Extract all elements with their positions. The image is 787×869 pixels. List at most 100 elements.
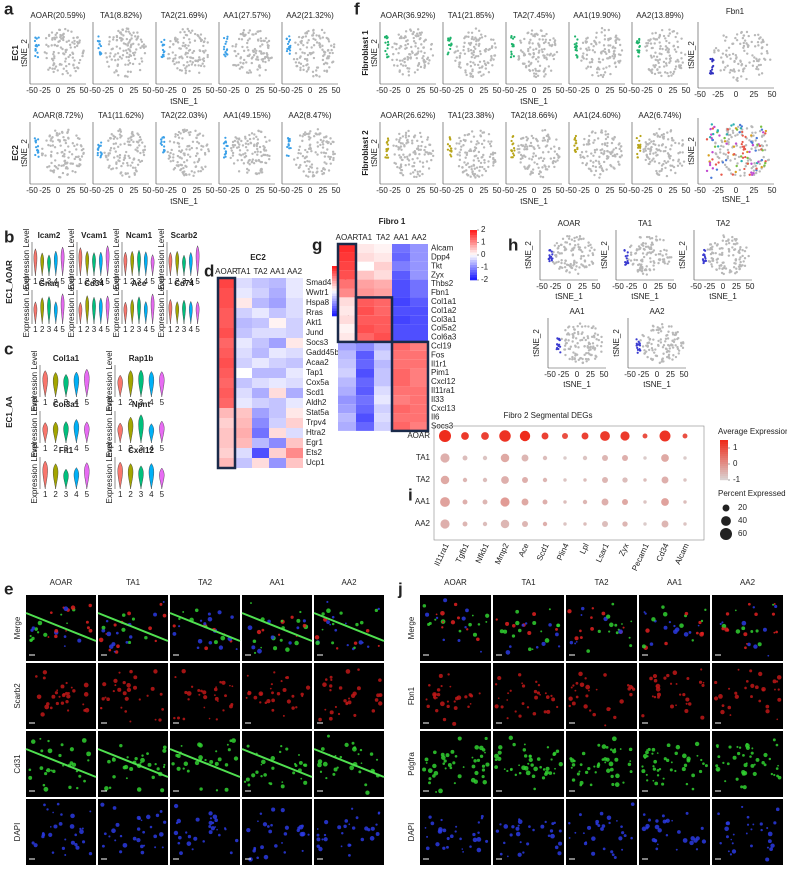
cell-point bbox=[653, 268, 655, 270]
cell-point bbox=[132, 141, 134, 143]
cell-point bbox=[662, 357, 664, 359]
heat-cell bbox=[252, 428, 269, 438]
cell-point bbox=[560, 259, 562, 261]
x-tick-label: 25 bbox=[606, 186, 615, 195]
cell-point bbox=[420, 50, 422, 52]
x-tick-label: -50 bbox=[152, 86, 164, 95]
stain bbox=[28, 776, 32, 780]
cell-point bbox=[181, 137, 183, 139]
colorbar bbox=[470, 270, 477, 273]
cell-point bbox=[301, 37, 303, 39]
cluster-point bbox=[636, 153, 638, 155]
cell-point bbox=[315, 34, 317, 36]
cell-point bbox=[587, 254, 589, 256]
cell-point bbox=[306, 70, 308, 72]
dot bbox=[483, 522, 487, 526]
stain bbox=[187, 841, 192, 846]
x-tick-label: 4 bbox=[74, 444, 79, 453]
heat-cell bbox=[356, 395, 374, 404]
cluster-point bbox=[387, 43, 389, 45]
cell-point bbox=[458, 137, 460, 139]
x-tick-label: 25 bbox=[543, 186, 552, 195]
cell-point bbox=[728, 47, 730, 49]
stain bbox=[296, 626, 299, 629]
heat-cell bbox=[269, 388, 286, 398]
cell-point bbox=[753, 60, 755, 62]
stain bbox=[274, 844, 278, 848]
cell-point bbox=[742, 37, 744, 39]
cell-point bbox=[591, 74, 593, 76]
stain bbox=[358, 753, 360, 755]
stain bbox=[58, 754, 61, 757]
cell-point bbox=[420, 43, 422, 45]
cell-point bbox=[581, 151, 583, 153]
cell-point bbox=[607, 39, 609, 41]
cell-point bbox=[74, 171, 76, 173]
stain bbox=[230, 851, 233, 854]
dot bbox=[463, 456, 468, 461]
cell-point bbox=[116, 45, 118, 47]
cell-point bbox=[579, 154, 581, 156]
stain bbox=[78, 775, 81, 778]
cell-point bbox=[192, 141, 194, 143]
cell-point bbox=[430, 159, 432, 161]
cell-point bbox=[52, 144, 54, 146]
cell-point bbox=[56, 32, 58, 34]
row-label: tSNE_2 bbox=[532, 329, 541, 357]
plot-title: TA1(23.38%) bbox=[448, 111, 495, 120]
stain bbox=[178, 625, 180, 627]
cell-point bbox=[48, 135, 50, 137]
heat-cell bbox=[392, 280, 410, 289]
cell-point bbox=[65, 70, 67, 72]
cell-point bbox=[76, 36, 78, 38]
cluster-point bbox=[512, 135, 514, 137]
cell-point bbox=[307, 133, 309, 135]
cell-point bbox=[129, 144, 131, 146]
cell-point bbox=[542, 137, 544, 139]
cluster-point bbox=[513, 149, 515, 151]
cell-point bbox=[136, 31, 138, 33]
stain bbox=[163, 745, 167, 749]
cluster-point bbox=[635, 338, 637, 340]
cell-point bbox=[542, 160, 544, 162]
heat-cell bbox=[286, 458, 303, 468]
cell-point bbox=[557, 247, 559, 249]
violin bbox=[189, 301, 192, 324]
cell-point bbox=[419, 132, 421, 134]
cell-point bbox=[49, 67, 51, 69]
cell-point bbox=[471, 52, 473, 54]
cell-point bbox=[745, 65, 747, 67]
cell-point bbox=[711, 251, 713, 253]
cell-point bbox=[665, 146, 667, 148]
heat-cell bbox=[235, 458, 252, 468]
cell-point bbox=[264, 154, 266, 156]
cell-point bbox=[666, 263, 668, 265]
micrograph bbox=[98, 663, 168, 729]
stain bbox=[72, 689, 75, 692]
cell-point bbox=[529, 70, 531, 72]
cell-point bbox=[239, 61, 241, 63]
cell-point bbox=[122, 54, 124, 56]
cell-point bbox=[663, 35, 665, 37]
x-tick-label: -50 bbox=[215, 86, 227, 95]
cell-point bbox=[200, 33, 202, 35]
row-label: Merge bbox=[407, 616, 416, 639]
violin bbox=[106, 246, 109, 276]
cell-point bbox=[571, 356, 573, 358]
cell-point bbox=[134, 51, 136, 53]
cell-point bbox=[321, 29, 323, 31]
cell-point bbox=[618, 38, 620, 40]
cell-point bbox=[482, 73, 484, 75]
cell-point bbox=[253, 133, 255, 135]
cell-point bbox=[649, 69, 651, 71]
cluster-point bbox=[623, 250, 625, 252]
cell-point bbox=[170, 160, 172, 162]
cell-point bbox=[659, 136, 661, 138]
cell-point bbox=[473, 159, 475, 161]
gene-title: Cd74 bbox=[174, 279, 194, 288]
row-label: Fibroblast 2 bbox=[361, 130, 370, 176]
cell-point bbox=[125, 30, 127, 32]
colorbar bbox=[470, 278, 477, 281]
cell-point bbox=[302, 69, 304, 71]
cell-point bbox=[665, 348, 667, 350]
